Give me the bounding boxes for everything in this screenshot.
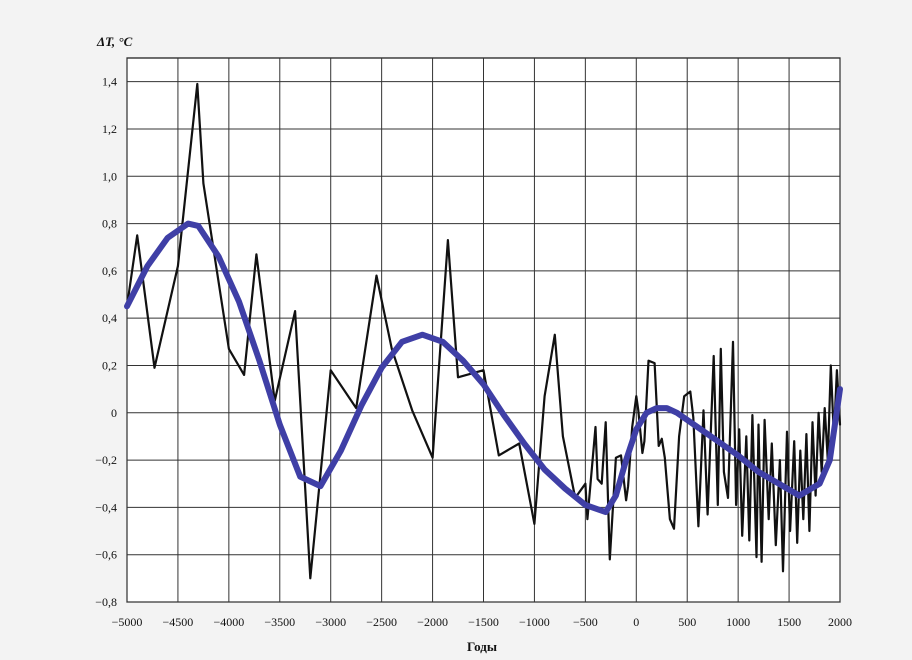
series-layer — [124, 82, 843, 580]
x-tick-label: −1000 — [519, 615, 550, 629]
x-tick-label: 1000 — [726, 615, 750, 629]
y-tick-label: 1,0 — [102, 169, 117, 183]
y-axis-title: ΔT, °C — [96, 34, 133, 49]
x-tick-label: −4500 — [163, 615, 194, 629]
smoothed-temperature-line — [124, 220, 843, 516]
x-tick-label: 1500 — [777, 615, 801, 629]
y-tick-label: 0,6 — [102, 264, 117, 278]
x-tick-label: −500 — [573, 615, 598, 629]
x-tick-label: 0 — [633, 615, 639, 629]
x-tick-label: −2500 — [366, 615, 397, 629]
y-tick-label: 1,4 — [102, 75, 117, 89]
y-tick-label: 0,2 — [102, 358, 117, 372]
x-axis-title: Годы — [467, 639, 497, 654]
y-tick-label: −0,8 — [95, 595, 117, 609]
x-tick-label: −3500 — [264, 615, 295, 629]
x-tick-label: −5000 — [112, 615, 143, 629]
y-tick-label: 0 — [111, 406, 117, 420]
x-tick-labels: −5000 −4500 −4000 −3500 −3000 −2500 −2000 −1500… — [112, 615, 852, 629]
x-tick-label: 500 — [678, 615, 696, 629]
y-tick-label: −0,4 — [95, 500, 117, 514]
x-tick-label: −3000 — [315, 615, 346, 629]
y-tick-label: 0,8 — [102, 217, 117, 231]
y-tick-label: −0,6 — [95, 548, 117, 562]
grid — [126, 58, 841, 603]
x-tick-label: −1500 — [468, 615, 499, 629]
y-tick-label: −0,2 — [95, 453, 117, 467]
y-tick-label: 1,2 — [102, 122, 117, 136]
y-tick-labels: −0,8 −0,6 −0,4 −0,2 0 0,2 0,4 0,6 0,8 1,0 1,2 1,4 — [95, 75, 117, 609]
y-tick-label: 0,4 — [102, 311, 117, 325]
x-tick-label: −2000 — [417, 615, 448, 629]
raw-temperature-line — [125, 82, 842, 580]
x-tick-label: 2000 — [828, 615, 852, 629]
x-tick-label: −4000 — [213, 615, 244, 629]
